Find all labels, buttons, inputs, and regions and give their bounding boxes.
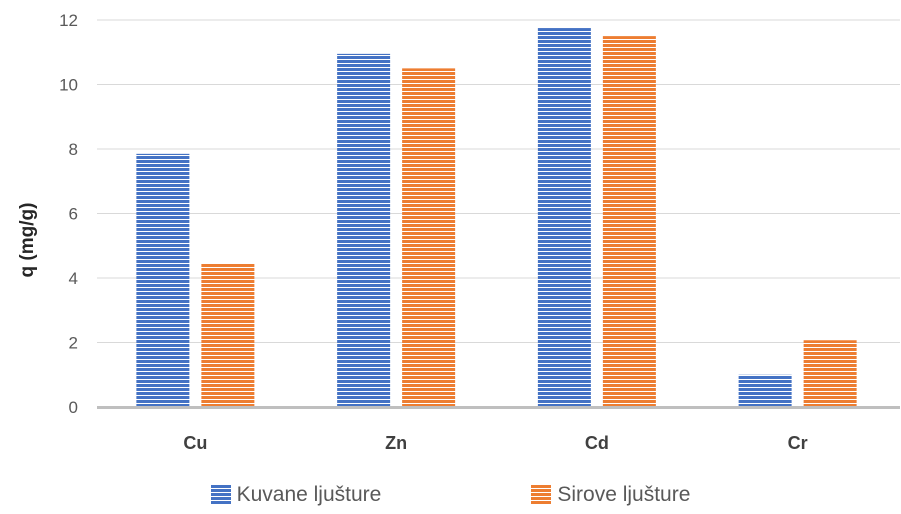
y-tick-label: 2 (69, 334, 78, 353)
x-category-label: Zn (385, 433, 407, 453)
legend-label-series-1: Kuvane ljušture (236, 483, 382, 506)
y-tick-label: 6 (69, 205, 78, 224)
bar-zn-series-1 (337, 53, 391, 408)
y-tick-label: 10 (59, 76, 78, 95)
x-category-label: Cd (585, 433, 609, 453)
legend-item-series-1: Kuvane ljušture (210, 478, 382, 512)
legend-label-series-2: Sirove ljušture (557, 483, 691, 506)
y-axis-ticks: 0 2 4 6 8 10 12 (59, 11, 78, 417)
bar-cu-series-1 (136, 153, 190, 407)
bars (136, 28, 857, 408)
x-category-label: Cu (183, 433, 207, 453)
y-axis-label: q (mg/g) (17, 203, 38, 278)
legend: Kuvane ljušture Sirove ljušture (0, 478, 901, 512)
bar-cr-series-1 (738, 374, 792, 407)
bar-cr-series-2 (803, 340, 857, 407)
bar-zn-series-2 (402, 68, 456, 407)
category-labels: Cu Zn Cd Cr (183, 433, 807, 453)
y-tick-label: 12 (59, 11, 78, 30)
legend-swatch-series-2 (531, 485, 552, 505)
legend-item-series-2: Sirove ljušture (531, 478, 690, 512)
y-tick-label: 0 (69, 398, 78, 417)
legend-swatch-series-1 (210, 485, 231, 505)
bar-cd-series-2 (602, 36, 656, 407)
bar-cd-series-1 (537, 28, 591, 407)
chart-plot: 0 2 4 6 8 10 12 Cu Zn Cd Cr q (mg/g) (17, 11, 900, 453)
bar-cu-series-2 (201, 263, 255, 407)
y-tick-label: 8 (69, 140, 78, 159)
x-category-label: Cr (788, 433, 808, 453)
y-tick-label: 4 (69, 269, 78, 288)
